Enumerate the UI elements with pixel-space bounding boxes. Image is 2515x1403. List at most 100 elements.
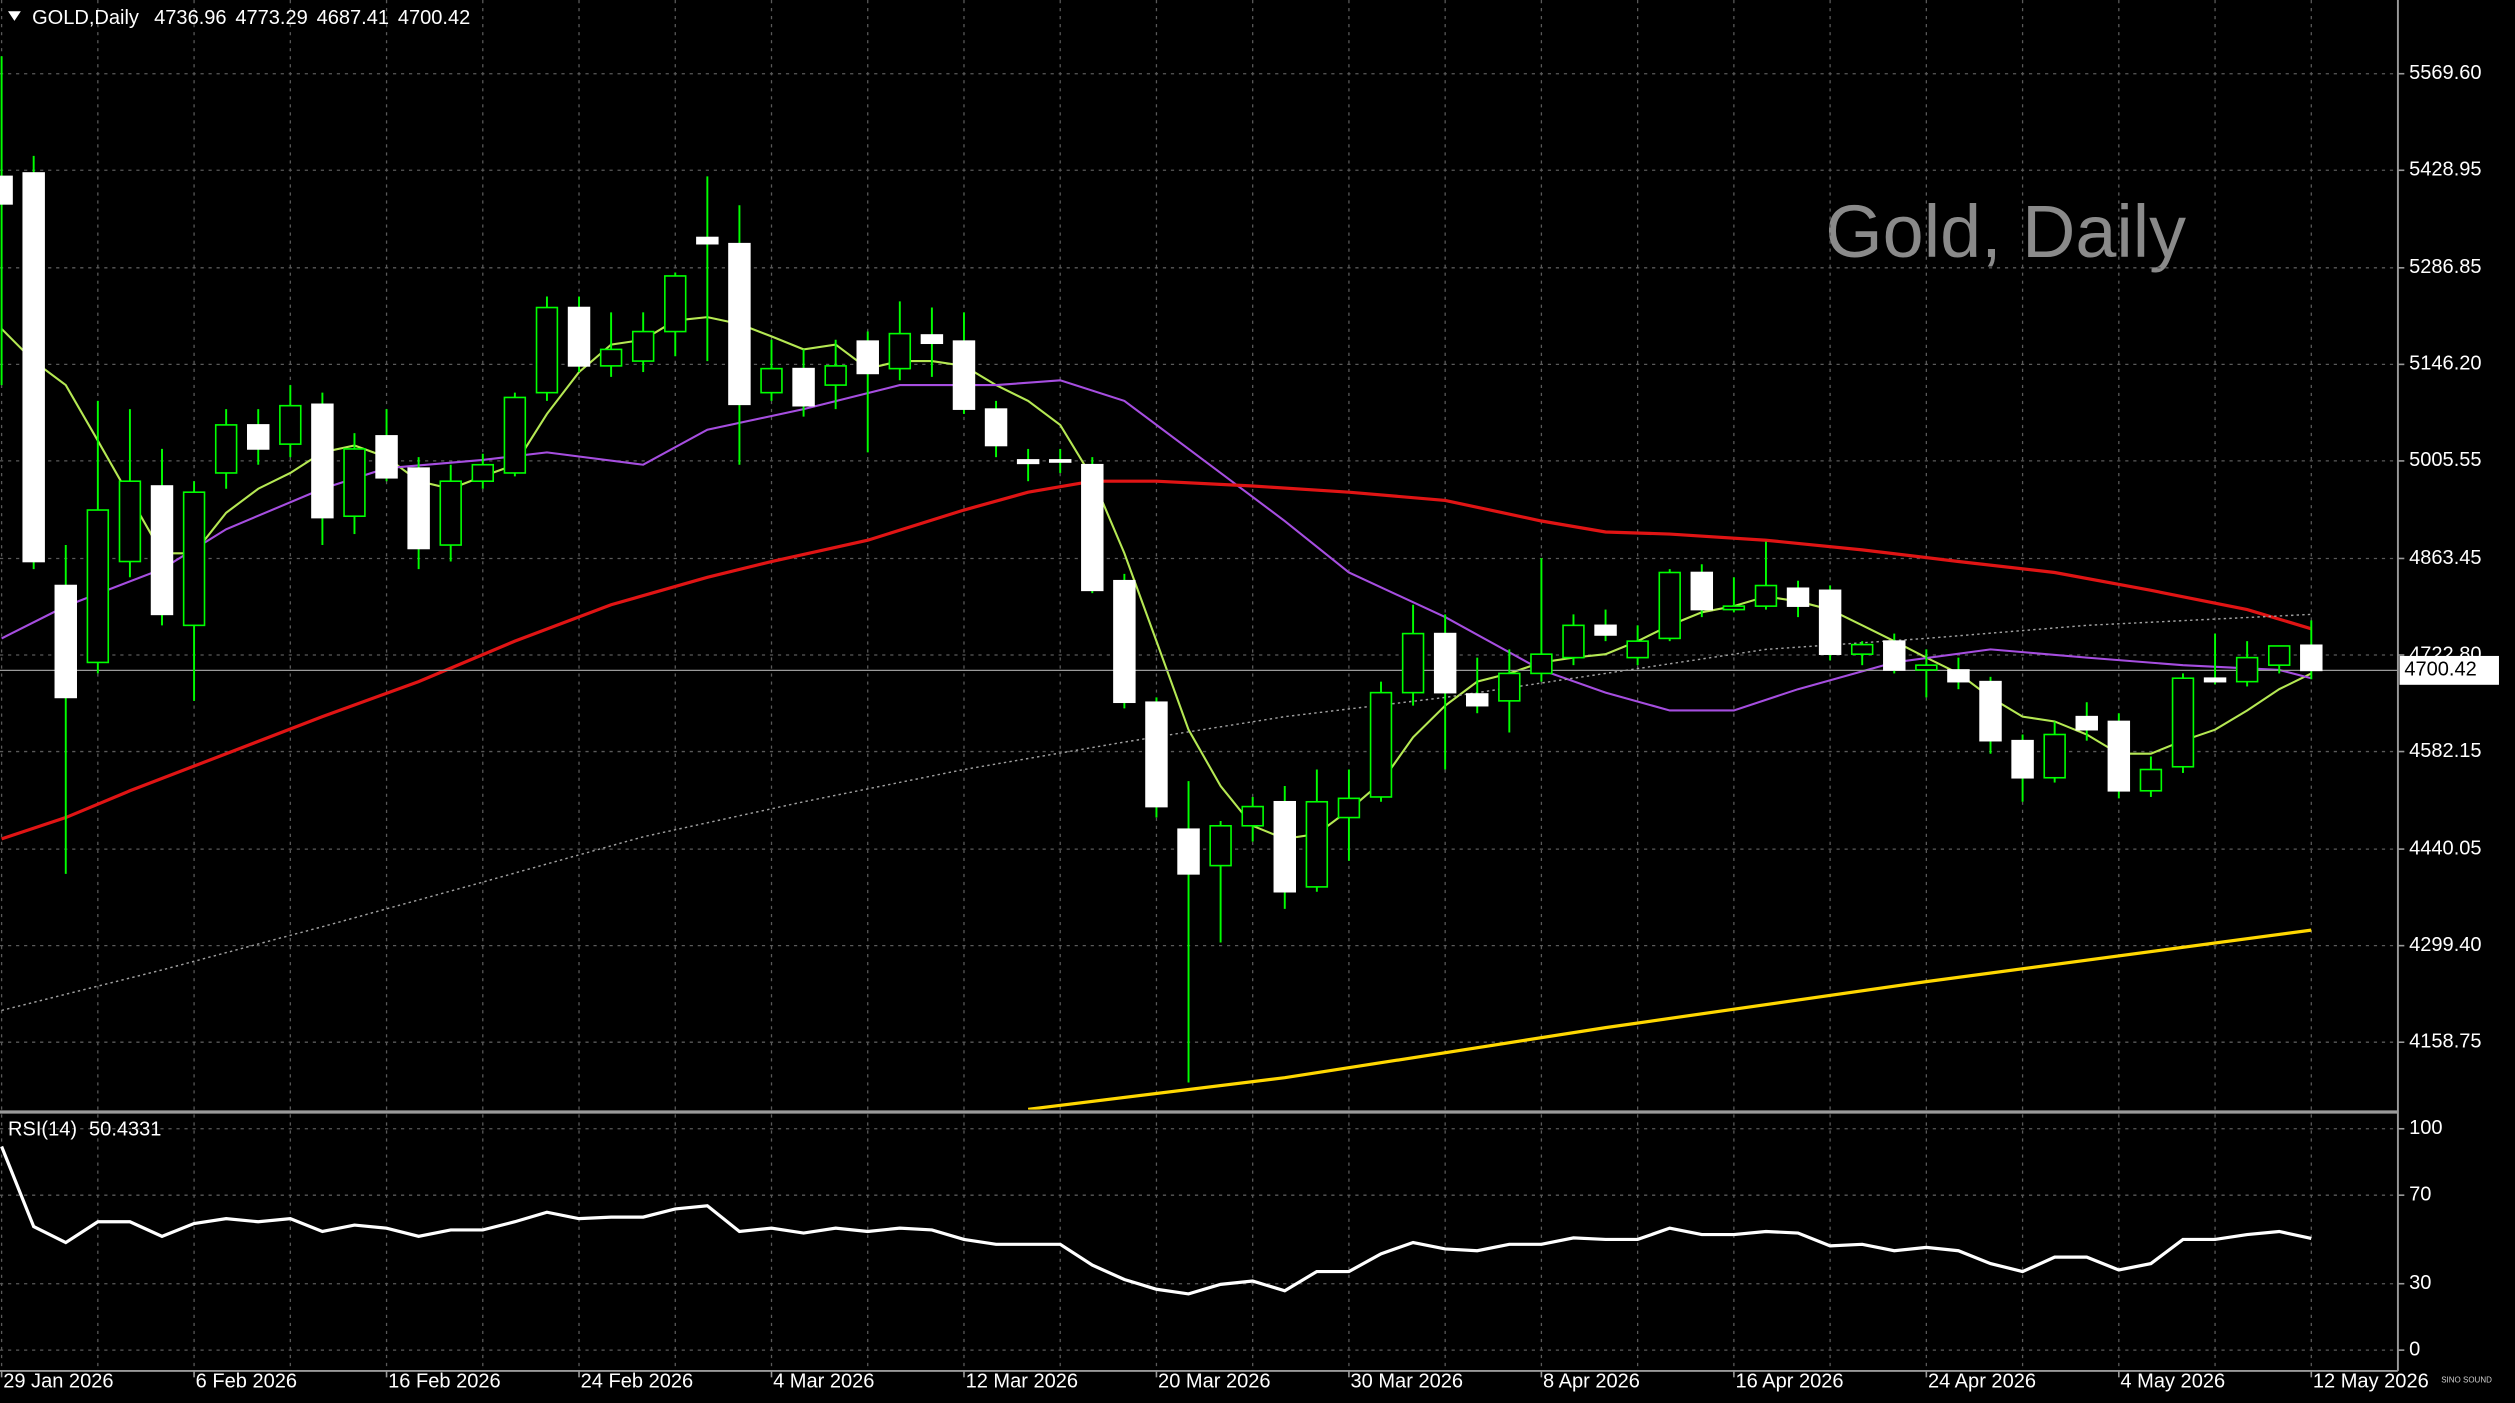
candle-body xyxy=(1915,664,1938,671)
candle-body xyxy=(1498,672,1521,702)
y-tick-label: 5428.95 xyxy=(2409,159,2481,181)
rsi-label: RSI(14) xyxy=(8,1119,77,1141)
candle-body xyxy=(2171,677,2195,768)
x-tick-label: 8 Apr 2026 xyxy=(1543,1370,1640,1392)
candle-body xyxy=(1337,797,1361,819)
x-tick-label: 20 Mar 2026 xyxy=(1158,1370,1271,1392)
candle-body xyxy=(503,396,527,474)
candle-body xyxy=(1113,579,1136,704)
candle-body xyxy=(1273,800,1296,893)
grid xyxy=(0,0,2398,1371)
low-value: 4687.41 xyxy=(317,8,389,30)
candle-body xyxy=(2075,715,2098,731)
candle-body xyxy=(1241,805,1264,827)
candle-body xyxy=(1818,589,1842,655)
x-tick-label: 16 Feb 2026 xyxy=(388,1370,501,1392)
price-label-box xyxy=(2399,655,2499,685)
candle-body xyxy=(439,480,462,546)
candle-body xyxy=(2043,733,2066,779)
candle-body xyxy=(1081,463,1104,592)
candle-body xyxy=(86,509,110,664)
x-tick-label: 4 May 2026 xyxy=(2120,1370,2225,1392)
x-tick-label: 4 Mar 2026 xyxy=(773,1370,874,1392)
candle-body xyxy=(1850,643,1874,655)
candle-body xyxy=(279,404,302,445)
candle-body xyxy=(214,424,238,474)
candle-body xyxy=(2011,739,2034,779)
x-tick-label: 29 Jan 2026 xyxy=(3,1370,113,1392)
candle-body xyxy=(1401,632,1425,694)
candle-body xyxy=(1594,624,1617,636)
y-tick-label: 4863.45 xyxy=(2409,547,2481,569)
price-label: 4700.42 xyxy=(2404,659,2476,681)
rsi-tick-label: 70 xyxy=(2409,1183,2431,1205)
x-tick-label: 12 May 2026 xyxy=(2313,1370,2429,1392)
candle-body xyxy=(1145,701,1168,808)
rsi-panel xyxy=(0,1145,2312,1296)
y-tick-label: 4440.05 xyxy=(2409,837,2481,859)
rsi-value: 50.4331 xyxy=(89,1119,161,1141)
header: GOLD,Daily 4736.96 4773.29 4687.41 4700.… xyxy=(32,8,470,30)
moving-average xyxy=(1,613,2312,1012)
candle-body xyxy=(1947,669,1970,683)
candle-body xyxy=(1562,624,1585,659)
candle-body xyxy=(2203,677,2227,683)
moving-average xyxy=(1027,928,2312,1110)
candle-body xyxy=(631,330,655,362)
candle-body xyxy=(984,408,1008,447)
candle-body xyxy=(1722,605,1746,611)
candle-body xyxy=(1754,584,1778,607)
candle-body xyxy=(535,306,559,394)
candle-body xyxy=(888,332,912,370)
candle-body xyxy=(150,485,174,616)
y-tick-label: 5569.60 xyxy=(2409,62,2481,84)
high-value: 4773.29 xyxy=(235,8,307,30)
candle-body xyxy=(471,463,495,483)
watermark: Gold, Daily xyxy=(1825,190,2186,273)
candle-body xyxy=(952,340,976,410)
candle-body xyxy=(824,365,847,386)
candle-body xyxy=(1369,691,1393,798)
candle-body xyxy=(1979,680,2002,742)
candle-body xyxy=(375,435,398,479)
x-tick-label: 30 Mar 2026 xyxy=(1351,1370,1464,1392)
y-tick-label: 4158.75 xyxy=(2409,1030,2481,1052)
y-tick-label: 5286.85 xyxy=(2409,256,2481,278)
candle-body xyxy=(182,491,206,627)
candle-body xyxy=(856,340,879,375)
x-tick-label: 16 Apr 2026 xyxy=(1735,1370,1843,1392)
y-tick-label: 5146.20 xyxy=(2409,353,2481,375)
moving-average xyxy=(1,479,2312,841)
candle-body xyxy=(1048,459,1072,463)
rsi-line xyxy=(0,1145,2312,1296)
candle-body xyxy=(407,467,430,550)
candle-body xyxy=(1626,640,1649,659)
candle-body xyxy=(599,348,623,367)
candle-body xyxy=(664,275,687,333)
candle-body xyxy=(1690,571,1714,611)
candle-body xyxy=(311,403,334,519)
price-panel xyxy=(0,56,2398,1110)
candle-body xyxy=(1658,571,1681,640)
x-tick-label: 24 Apr 2026 xyxy=(1928,1370,2036,1392)
menu-triangle[interactable] xyxy=(8,11,21,21)
candle-body xyxy=(920,334,944,345)
y-tick-label: 5005.55 xyxy=(2409,449,2481,471)
rsi-header: RSI(14) 50.4331 xyxy=(8,1119,161,1141)
open-value: 4736.96 xyxy=(154,8,226,30)
candle-body xyxy=(567,306,591,367)
candle-body xyxy=(1305,800,1329,888)
candle-body xyxy=(2139,768,2163,792)
candle-body xyxy=(1016,459,1040,465)
candle-body xyxy=(118,480,142,563)
candle-body xyxy=(792,367,815,407)
candle-body xyxy=(1177,828,1200,875)
rsi-tick-label: 100 xyxy=(2409,1117,2442,1139)
rsi-tick-label: 30 xyxy=(2409,1272,2431,1294)
candle-body xyxy=(1433,632,1457,694)
candle-body xyxy=(22,172,45,563)
x-tick-label: 24 Feb 2026 xyxy=(581,1370,694,1392)
